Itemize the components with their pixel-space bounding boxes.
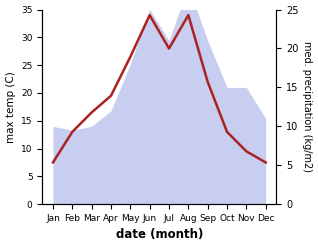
Y-axis label: max temp (C): max temp (C) [5, 71, 16, 143]
Y-axis label: med. precipitation (kg/m2): med. precipitation (kg/m2) [302, 41, 313, 172]
X-axis label: date (month): date (month) [116, 228, 203, 242]
